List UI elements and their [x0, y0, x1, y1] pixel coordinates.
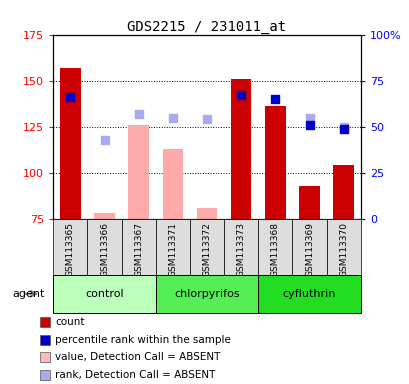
Point	[306, 114, 312, 121]
Bar	[326, 219, 360, 275]
Bar	[40, 317, 49, 327]
Point	[339, 126, 346, 132]
Bar	[333, 166, 353, 219]
Point	[237, 100, 244, 106]
Text: GSM113370: GSM113370	[338, 222, 347, 276]
Point	[339, 124, 346, 130]
Bar	[40, 353, 49, 362]
Text: agent: agent	[13, 289, 45, 299]
Text: GSM113367: GSM113367	[134, 222, 143, 276]
Text: GSM113366: GSM113366	[100, 222, 109, 276]
Bar	[40, 334, 49, 344]
Bar	[155, 275, 258, 313]
Text: GSM113365: GSM113365	[66, 222, 75, 276]
Point	[169, 114, 176, 121]
Text: GSM113373: GSM113373	[236, 222, 245, 276]
Bar	[196, 208, 217, 219]
Bar	[121, 219, 155, 275]
Text: GSM113368: GSM113368	[270, 222, 279, 276]
Bar	[87, 219, 121, 275]
Point	[306, 122, 312, 128]
Bar	[60, 68, 81, 219]
Bar	[53, 219, 87, 275]
Point	[272, 107, 278, 113]
Bar	[265, 106, 285, 219]
Bar	[94, 214, 115, 219]
Point	[67, 94, 74, 100]
Title: GDS2215 / 231011_at: GDS2215 / 231011_at	[127, 20, 286, 33]
Text: GSM113369: GSM113369	[304, 222, 313, 276]
Point	[237, 92, 244, 98]
Bar	[128, 125, 148, 219]
Text: control: control	[85, 289, 124, 299]
Bar	[230, 79, 251, 219]
Bar	[189, 219, 224, 275]
Text: cyfluthrin: cyfluthrin	[282, 289, 335, 299]
Point	[135, 111, 142, 117]
Bar	[162, 149, 183, 219]
Point	[203, 116, 210, 122]
Text: percentile rank within the sample: percentile rank within the sample	[55, 334, 231, 344]
Bar	[258, 275, 360, 313]
Text: count: count	[55, 317, 85, 327]
Text: GSM113371: GSM113371	[168, 222, 177, 276]
Bar	[292, 219, 326, 275]
Point	[67, 107, 74, 113]
Text: chlorpyrifos: chlorpyrifos	[174, 289, 239, 299]
Bar	[155, 219, 189, 275]
Bar	[224, 219, 258, 275]
Bar	[299, 186, 319, 219]
Point	[101, 137, 108, 143]
Text: value, Detection Call = ABSENT: value, Detection Call = ABSENT	[55, 353, 220, 362]
Bar	[53, 275, 155, 313]
Text: rank, Detection Call = ABSENT: rank, Detection Call = ABSENT	[55, 370, 215, 380]
Text: GSM113372: GSM113372	[202, 222, 211, 276]
Bar	[258, 219, 292, 275]
Bar	[40, 370, 49, 380]
Point	[272, 96, 278, 102]
